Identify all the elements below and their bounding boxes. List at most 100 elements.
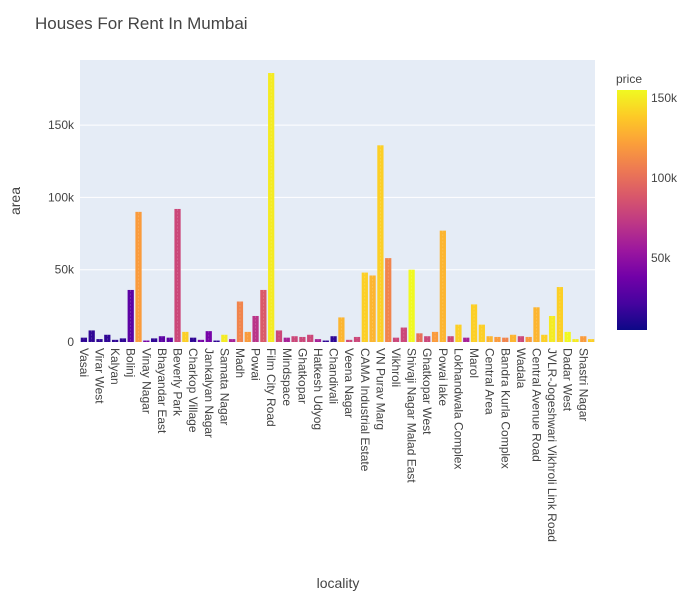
bar bbox=[548, 315, 556, 342]
x-tick-label: Bandra Kurla Complex bbox=[498, 348, 512, 469]
bar bbox=[252, 315, 259, 342]
bar bbox=[564, 331, 571, 342]
x-tick-label: Beverly Park bbox=[171, 348, 185, 417]
bar bbox=[151, 338, 158, 342]
bar bbox=[213, 340, 220, 342]
bar bbox=[174, 208, 181, 342]
bar bbox=[314, 339, 322, 342]
bar bbox=[268, 73, 275, 343]
bar bbox=[517, 336, 524, 342]
bar bbox=[385, 258, 392, 342]
x-tick-label: Ghatkopar West bbox=[420, 348, 434, 435]
bar bbox=[502, 337, 509, 342]
bar bbox=[275, 330, 283, 342]
colorbar: price 50k 100k 150k bbox=[616, 72, 678, 330]
bar bbox=[135, 211, 142, 342]
bar bbox=[111, 339, 119, 342]
x-tick-label: Lokhandwala Complex bbox=[451, 348, 465, 469]
bar bbox=[408, 269, 415, 342]
bar bbox=[299, 336, 306, 342]
bar bbox=[96, 339, 103, 342]
bar bbox=[556, 287, 564, 342]
bar bbox=[322, 340, 329, 342]
bar bbox=[494, 336, 501, 342]
bar bbox=[369, 275, 376, 342]
x-tick-label: Wadala bbox=[514, 348, 528, 389]
bar bbox=[127, 289, 134, 342]
bar bbox=[260, 289, 267, 342]
colorbar-title: price bbox=[616, 72, 642, 86]
x-tick-label: Shastri Nagar bbox=[576, 348, 590, 421]
bar bbox=[447, 336, 454, 342]
x-tick-label: Veena Nagar bbox=[342, 348, 356, 418]
bar bbox=[424, 336, 431, 342]
y-tick-label: 150k bbox=[48, 118, 75, 132]
x-tick-label: Shivaji Nagar Malad East bbox=[405, 348, 419, 483]
colorbar-tick-label: 100k bbox=[651, 171, 678, 185]
x-tick-label: Film City Road bbox=[264, 348, 278, 427]
x-tick-label: Central Area bbox=[483, 348, 497, 415]
x-tick-label: VN Purav Marg bbox=[373, 348, 387, 430]
bar bbox=[119, 338, 127, 342]
bar bbox=[439, 230, 446, 342]
x-axis-label: locality bbox=[317, 575, 360, 591]
x-tick-label: Chandivali bbox=[327, 348, 341, 404]
bar bbox=[361, 272, 368, 342]
colorbar-gradient bbox=[617, 90, 647, 330]
x-tick-label: Powai lake bbox=[436, 348, 450, 406]
bar bbox=[205, 331, 212, 342]
x-tick-label: Madh bbox=[233, 348, 247, 378]
bar bbox=[541, 334, 548, 342]
x-tick-label: Hatkesh Udyog bbox=[311, 348, 325, 430]
bar bbox=[88, 330, 95, 342]
bar bbox=[143, 340, 150, 342]
bar bbox=[307, 334, 314, 342]
bar bbox=[221, 334, 228, 342]
x-tick-label: Marol bbox=[467, 348, 481, 378]
x-tick-label: Jankalyan Nagar bbox=[202, 348, 216, 438]
bar bbox=[346, 339, 353, 342]
y-tick-label: 100k bbox=[48, 190, 75, 204]
y-axis-label: area bbox=[7, 187, 23, 215]
bar bbox=[587, 339, 595, 342]
bar bbox=[158, 336, 166, 342]
bar bbox=[533, 307, 540, 342]
bar bbox=[236, 301, 244, 342]
plot-background bbox=[80, 60, 595, 342]
bar bbox=[291, 336, 298, 342]
x-tick-label: Dadar West bbox=[561, 348, 575, 412]
colorbar-tick-label: 50k bbox=[651, 251, 671, 265]
bar bbox=[197, 339, 205, 342]
x-tick-label: Kalyan bbox=[108, 348, 122, 385]
x-tick-label: Vasai bbox=[77, 348, 91, 377]
bar bbox=[190, 337, 197, 342]
x-tick-label: Mindspace bbox=[280, 348, 294, 406]
bar bbox=[509, 334, 517, 342]
x-tick-label: Bolinj bbox=[124, 348, 138, 377]
bar bbox=[463, 337, 470, 342]
bar bbox=[377, 145, 384, 342]
bar bbox=[283, 337, 290, 342]
bar bbox=[353, 336, 361, 342]
bar bbox=[416, 333, 423, 342]
x-tick-label: Charkop Village bbox=[186, 348, 200, 433]
chart-title: Houses For Rent In Mumbai bbox=[35, 14, 248, 33]
y-axis-ticks: 0 50k 100k 150k bbox=[48, 118, 75, 349]
bar bbox=[486, 336, 493, 342]
bar bbox=[580, 336, 587, 342]
bar bbox=[104, 334, 111, 342]
x-tick-label: Bhayandar East bbox=[155, 348, 169, 434]
bar bbox=[392, 337, 400, 342]
x-tick-label: CAMA Industrial Estate bbox=[358, 348, 372, 472]
x-tick-label: Ghatkopar bbox=[295, 348, 309, 404]
bars bbox=[80, 73, 595, 343]
x-axis-ticks: Vasai Virar West Kalyan Bolinj Vinay Nagar Bh… bbox=[77, 348, 590, 542]
bar bbox=[525, 336, 532, 342]
colorbar-ticks: 50k 100k 150k bbox=[651, 91, 678, 265]
y-tick-label: 50k bbox=[55, 263, 75, 277]
y-tick-label: 0 bbox=[67, 335, 74, 349]
bar bbox=[80, 337, 88, 342]
bar bbox=[182, 331, 189, 342]
bar bbox=[455, 324, 462, 342]
